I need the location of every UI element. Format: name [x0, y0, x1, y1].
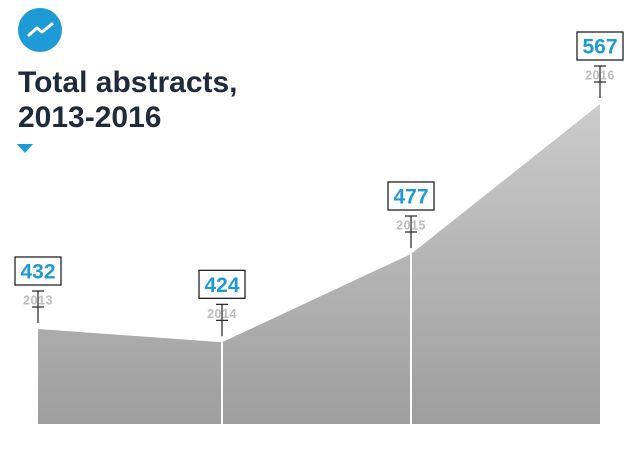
- area-layer: [38, 104, 600, 424]
- value-label-2013: 432: [20, 261, 55, 284]
- year-label-2016: 2016: [585, 69, 615, 83]
- data-marker-2013: 432 2013: [14, 256, 62, 323]
- chart-title: Total abstracts, 2013-2016: [18, 66, 246, 134]
- marker-layer: 432 2013 424 2014 477 2015 567 2016: [14, 31, 624, 337]
- value-box-2013: [14, 256, 62, 286]
- triangle-down-icon: [17, 144, 33, 153]
- data-marker-2014: 424 2014: [198, 269, 246, 337]
- value-label-2015: 477: [393, 186, 428, 209]
- year-label-2013: 2013: [23, 294, 53, 308]
- area-fill: [38, 104, 600, 424]
- trend-line-icon: [18, 8, 62, 52]
- value-box-2016: [576, 31, 624, 61]
- value-label-2014: 424: [204, 274, 239, 297]
- title-line-2: 2013-2016: [18, 101, 161, 134]
- year-label-2015: 2015: [396, 219, 426, 233]
- data-marker-2016: 567 2016: [576, 31, 624, 98]
- value-box-2014: [198, 269, 246, 299]
- value-label-2016: 567: [582, 36, 617, 59]
- value-box-2015: [387, 181, 435, 211]
- title-line-1: Total abstracts,: [18, 66, 238, 99]
- data-marker-2015: 477 2015: [387, 181, 435, 248]
- year-label-2014: 2014: [207, 307, 237, 321]
